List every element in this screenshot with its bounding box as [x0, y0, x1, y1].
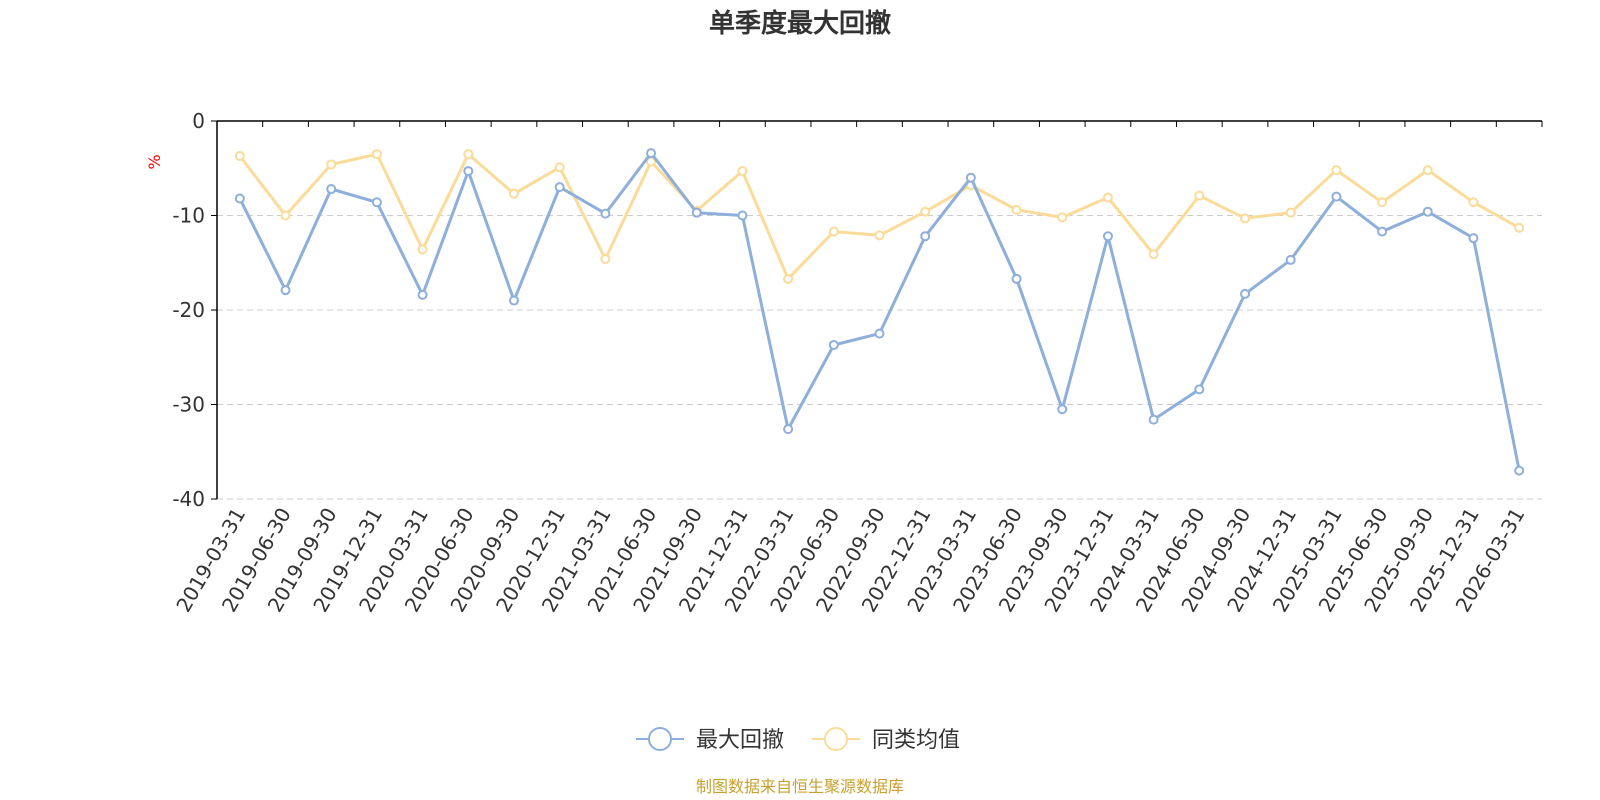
- data-point[interactable]: [234, 193, 245, 204]
- data-point[interactable]: [1148, 414, 1159, 425]
- data-point[interactable]: [1422, 165, 1433, 176]
- legend-label-max-drawdown: 最大回撤: [696, 728, 784, 753]
- data-point[interactable]: [326, 184, 337, 195]
- y-axis-unit: %: [145, 154, 164, 169]
- axes: [211, 120, 1543, 500]
- data-point[interactable]: [463, 166, 474, 177]
- data-point[interactable]: [1468, 197, 1479, 208]
- legend-label-peer-average: 同类均值: [872, 728, 960, 753]
- data-source-note: 制图数据来自恒生聚源数据库: [696, 777, 904, 796]
- data-point[interactable]: [554, 162, 565, 173]
- data-point[interactable]: [691, 207, 702, 218]
- data-point[interactable]: [874, 230, 885, 241]
- x-tick-labels: 2019-03-312019-06-302019-09-302019-12-31…: [171, 504, 1529, 617]
- data-point[interactable]: [783, 273, 794, 284]
- data-point[interactable]: [1194, 190, 1205, 201]
- data-point[interactable]: [1285, 254, 1296, 265]
- y-tick-label: -20: [172, 298, 205, 322]
- data-point[interactable]: [234, 150, 245, 161]
- data-point[interactable]: [1011, 204, 1022, 215]
- data-point[interactable]: [1057, 404, 1068, 415]
- data-point[interactable]: [737, 210, 748, 221]
- data-point[interactable]: [1514, 465, 1525, 476]
- series-line: [238, 152, 1520, 281]
- y-tick-label: -40: [172, 487, 205, 511]
- data-point[interactable]: [920, 206, 931, 217]
- data-point[interactable]: [508, 188, 519, 199]
- data-point[interactable]: [1102, 231, 1113, 242]
- y-tick-label: -10: [172, 204, 205, 228]
- chart-title: 单季度最大回撤: [709, 8, 891, 39]
- data-point[interactable]: [280, 210, 291, 221]
- data-point[interactable]: [600, 253, 611, 264]
- data-point[interactable]: [600, 208, 611, 219]
- data-point[interactable]: [1285, 207, 1296, 218]
- series-group: [234, 148, 1525, 476]
- data-point[interactable]: [828, 226, 839, 237]
- data-point[interactable]: [783, 424, 794, 435]
- data-point[interactable]: [1377, 197, 1388, 208]
- data-point[interactable]: [371, 149, 382, 160]
- series-peer-average: [234, 149, 1525, 284]
- legend-swatch-circle-icon: [648, 727, 672, 751]
- legend-item-max-drawdown[interactable]: 最大回撤: [636, 727, 784, 753]
- data-point[interactable]: [1011, 273, 1022, 284]
- data-point[interactable]: [965, 172, 976, 183]
- data-point[interactable]: [554, 182, 565, 193]
- data-point[interactable]: [737, 166, 748, 177]
- series-max-drawdown: [234, 148, 1525, 476]
- y-tick-labels: 0 -10 -20 -30 -40: [172, 109, 205, 511]
- data-point[interactable]: [920, 231, 931, 242]
- legend-item-peer-average[interactable]: 同类均值: [812, 727, 960, 753]
- series-line: [238, 151, 1521, 471]
- data-point[interactable]: [280, 285, 291, 296]
- data-point[interactable]: [1102, 192, 1113, 203]
- data-point[interactable]: [1331, 165, 1342, 176]
- data-point[interactable]: [1422, 206, 1433, 217]
- data-point[interactable]: [326, 159, 337, 170]
- data-point[interactable]: [1377, 226, 1388, 237]
- grid-lines: [217, 215, 1542, 500]
- data-point[interactable]: [1468, 233, 1479, 244]
- data-point[interactable]: [1240, 213, 1251, 224]
- data-point[interactable]: [1148, 249, 1159, 260]
- legend-swatch-circle-icon: [824, 727, 848, 751]
- data-point[interactable]: [417, 244, 428, 255]
- data-point[interactable]: [1057, 212, 1068, 223]
- data-point[interactable]: [1331, 191, 1342, 202]
- data-point[interactable]: [874, 328, 885, 339]
- data-point[interactable]: [646, 148, 657, 159]
- y-tick-label: 0: [192, 109, 205, 133]
- data-point[interactable]: [828, 339, 839, 350]
- data-point[interactable]: [1194, 384, 1205, 395]
- data-point[interactable]: [1240, 288, 1251, 299]
- data-point[interactable]: [417, 289, 428, 300]
- data-point[interactable]: [508, 295, 519, 306]
- data-point[interactable]: [371, 197, 382, 208]
- y-tick-label: -30: [172, 393, 205, 417]
- legend[interactable]: 最大回撤 同类均值: [636, 727, 960, 753]
- data-point[interactable]: [463, 149, 474, 160]
- data-point[interactable]: [1514, 222, 1525, 233]
